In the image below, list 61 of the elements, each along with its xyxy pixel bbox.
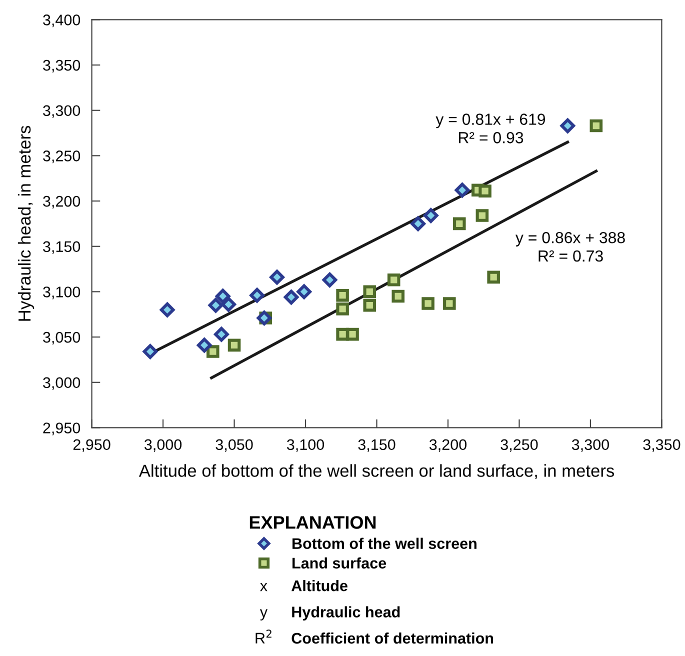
y-tick-label: 3,250 [43, 150, 80, 164]
point [214, 326, 229, 342]
x-tick-label: 3,200 [429, 439, 467, 452]
x-tick-label: 2,950 [73, 439, 110, 452]
x-tick-label: 3,000 [144, 439, 182, 452]
y-tick-label: 3,200 [43, 196, 80, 209]
y-tick-label: 3,300 [43, 105, 80, 118]
point [363, 285, 376, 298]
point [196, 338, 212, 353]
annotation: y = 0.86x + 388 R² = 0.73 [516, 232, 625, 262]
y-tick-label: 2,950 [43, 422, 80, 436]
point [142, 344, 158, 359]
x-tick-label: 3,300 [572, 439, 609, 452]
point [423, 208, 438, 223]
point [443, 297, 456, 310]
point [453, 217, 466, 230]
y-tick-label: 3,150 [43, 241, 80, 254]
point [590, 119, 603, 132]
point [215, 288, 230, 304]
text: R$^{2}$ Coefficient of determination [256, 630, 494, 644]
x-axis-title: Altitude of bottom of the well screen or land surface, in meters [138, 464, 614, 479]
point [221, 296, 236, 312]
point [392, 290, 405, 303]
x-tick-label: 3,250 [500, 439, 538, 452]
point [250, 288, 264, 303]
point [296, 284, 312, 300]
annotation: y = 0.81x + 619 R² = 0.93 [436, 114, 546, 144]
point [270, 270, 284, 285]
point [478, 184, 492, 198]
point [346, 328, 359, 341]
x-tick-label: 3,050 [216, 439, 253, 452]
y-axis-title: Hydraulic head, in meters [18, 126, 34, 321]
point [228, 338, 241, 352]
point [284, 290, 299, 305]
text: x Altitude [260, 580, 348, 592]
x-tick-label: 3,100 [286, 439, 324, 452]
x-tick-label: 3,350 [643, 439, 680, 452]
point [476, 209, 489, 222]
point [322, 272, 338, 288]
legend-title: EXPLANATION [250, 516, 376, 529]
point [208, 298, 224, 313]
point [363, 298, 376, 312]
y-tick-label: 3,350 [43, 60, 80, 73]
point [336, 302, 349, 316]
x-tick-label: 3,150 [358, 439, 396, 452]
point [336, 288, 349, 302]
point [454, 182, 470, 198]
point [560, 118, 576, 134]
point [387, 274, 400, 286]
point [410, 216, 426, 232]
y-tick-label: 3,050 [43, 332, 80, 345]
text: y Hydraulic head [260, 606, 400, 620]
legend-label: Bottom of the well screen [292, 538, 476, 549]
point [160, 302, 175, 318]
point [487, 270, 500, 284]
y-tick-label: 3,000 [43, 377, 80, 390]
y-tick-label: 3,400 [43, 14, 80, 28]
legend-label: Land surface [292, 557, 386, 569]
y-tick-label: 3,100 [43, 286, 80, 300]
point [422, 297, 434, 310]
point [206, 345, 220, 358]
